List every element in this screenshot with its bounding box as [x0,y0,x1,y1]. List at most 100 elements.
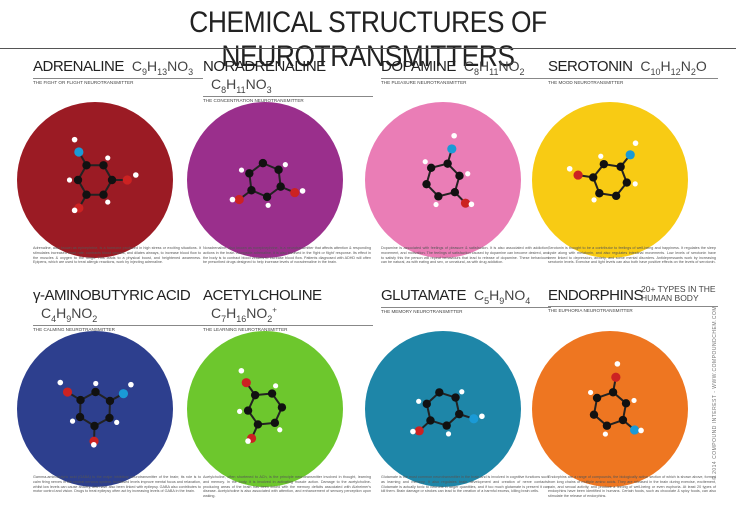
atom [587,389,594,396]
panel: NORADRENALINEC8H11NO3 THE CONCENTRATION N… [203,58,373,103]
panel: GLUTAMATE C5H9NO4 THE MEMORY NEUROTRANSMIT… [381,287,551,314]
panel-name: SEROTONIN [548,58,633,75]
panel-header: GLUTAMATE C5H9NO4 [381,287,551,306]
panel-formula: C4H9NO2 [41,305,98,324]
panel: SEROTONIN C10H12N2O THE MOOD NEUROTRANSMIT… [548,58,718,85]
atom [426,416,435,425]
atom [62,387,73,397]
atom [274,165,283,174]
atom [262,192,272,202]
atom [433,201,439,208]
atom [82,190,91,199]
atom [410,428,416,435]
panel-subtitle: THE PLEASURE NEUROTRANSMITTER [381,77,551,85]
molecule-circle [532,331,688,487]
atom [468,201,475,208]
atom [277,427,283,433]
atom [632,140,639,146]
atom [290,187,300,198]
atom [611,191,621,201]
panel-name: ENDORPHINS [548,287,644,304]
atom [631,397,637,404]
atom [122,175,132,185]
molecule-circle [17,331,173,487]
molecule-circle [365,331,521,487]
panel-description: Endorphins are a range of compounds, the… [548,475,716,499]
atom [282,162,288,168]
panel-description: Dopamine is associated with feelings of … [381,246,549,265]
panel-note: 20+ TYPES IN THE HUMAN BODY [641,284,716,303]
panel-formula: C10H12N2O [640,58,707,77]
atom [66,177,73,183]
atom [234,194,244,205]
atom [451,132,457,139]
atom [71,207,78,214]
atom [105,155,111,161]
atom [71,136,78,143]
atom [229,196,236,203]
atom [245,438,251,444]
atom [247,186,256,195]
atom [277,403,287,412]
molecule-circle [532,102,688,258]
atom [238,167,245,173]
molecule-circle [187,102,343,258]
panel: ENDORPHINS THE EUPHORIA NEUROTRANSMITTER 2… [548,284,718,313]
atom [608,388,618,397]
atom [589,410,599,419]
panel-subtitle: THE LEARNING NEUROTRANSMITTER [203,324,373,332]
panel: γ-AMINOBUTYRIC ACIDC4H9NO2 THE CALMING NE… [33,287,203,332]
panel-formula: C7H16NO2+ [211,305,277,324]
atom [414,426,424,436]
panel-header: γ-AMINOBUTYRIC ACIDC4H9NO2 [33,287,203,324]
atom [442,421,451,430]
panel-subtitle: THE MOOD NEUROTRANSMITTER [548,77,718,85]
atom [621,399,631,408]
title: CHEMICAL STRUCTURES OF NEUROTRANSMITTERS [189,6,547,73]
atom [270,418,280,428]
panel-header: ADRENALINE C9H13NO3 [33,58,203,77]
panel-description: Gamma-aminobutyric acid (GABA) is the ma… [33,475,201,494]
atom [451,393,460,402]
atom [107,175,117,185]
atom [632,181,638,187]
atom [611,372,621,382]
panel-header: DOPAMINE C8H11NO2 [381,58,551,77]
atom [625,150,635,160]
panel-formula: C8H11NO2 [463,58,525,77]
panel-description: Noradrenaline, also known as norepinephr… [203,246,371,265]
panel-formula: C9H13NO3 [131,58,194,77]
atom [416,398,422,404]
atom [91,387,100,397]
atom [105,413,114,423]
panel-header: SEROTONIN C10H12N2O [548,58,718,77]
atom [460,198,471,208]
atom [445,431,452,437]
atom [105,199,111,205]
atom [599,159,609,169]
panel-description: Glutamate is the most common neurotransm… [381,475,549,494]
atom [75,412,85,422]
panel-description: Adrenaline, also known as epinephrine, i… [33,246,201,265]
atom [299,188,306,194]
panel-subtitle: THE EUPHORIA NEUROTRANSMITTER [548,306,718,313]
atom [435,388,444,397]
panel: ADRENALINE C9H13NO3 THE FIGHT OR FLIGHT NE… [33,58,203,85]
panel-name: GLUTAMATE [381,287,466,304]
panel-description: Serotonin is thought to be a contributor… [548,246,716,265]
atom [426,163,436,173]
panel-name: NORADRENALINE [203,58,326,75]
panel-header: ENDORPHINS [548,287,718,305]
atom [616,162,625,171]
atom [114,419,120,425]
atom [465,171,471,177]
rule [0,48,736,49]
atom [69,418,76,424]
atom [273,383,279,389]
atom [73,175,83,185]
atom [629,425,640,435]
atom [128,381,134,388]
atom [479,413,485,420]
